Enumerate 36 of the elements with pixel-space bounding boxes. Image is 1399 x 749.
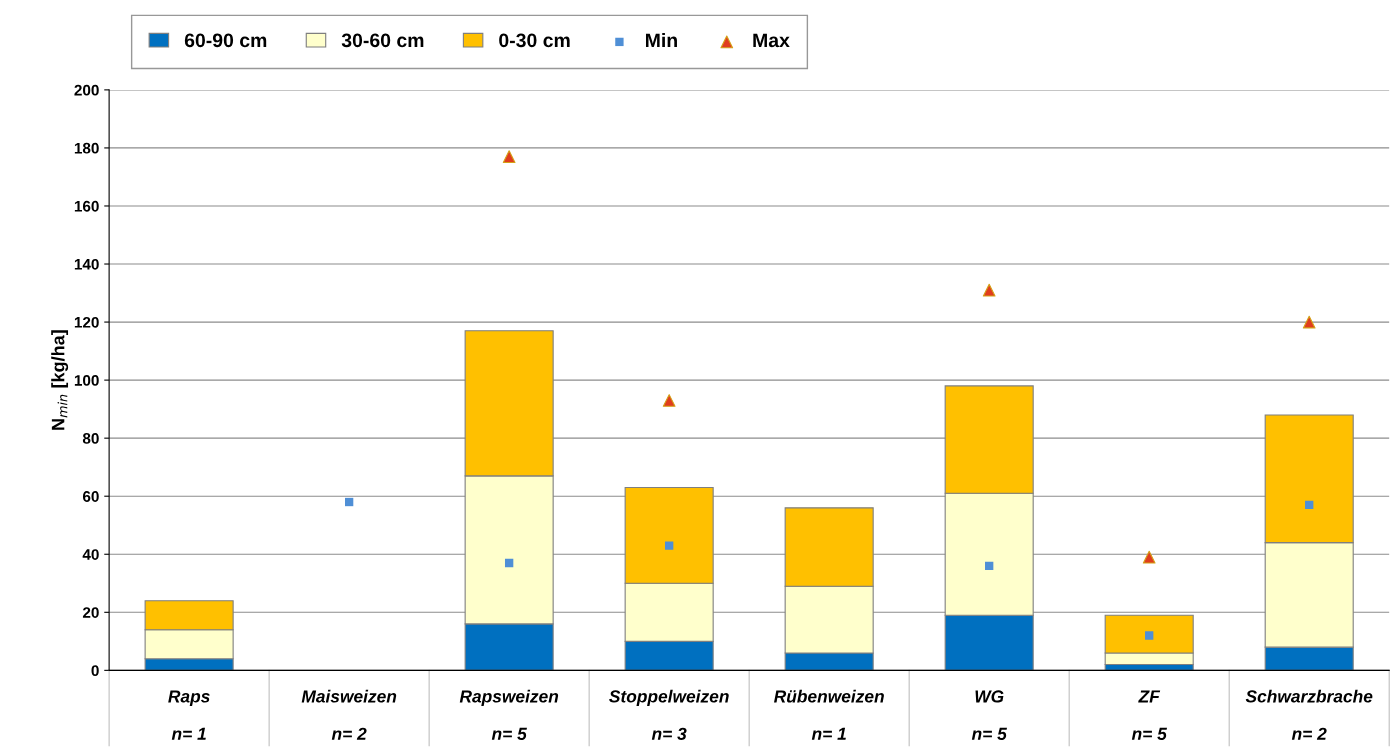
point — [664, 541, 674, 550]
point — [985, 561, 994, 571]
legend-label: 60-90 cm — [184, 33, 267, 48]
y-tick-label: 80 — [82, 433, 99, 444]
point — [1145, 631, 1154, 640]
y-tick-label: 160 — [74, 200, 99, 212]
legend-label: Min — [645, 32, 677, 48]
point — [662, 394, 676, 407]
category-label: Rübenweizen n= 1 — [774, 689, 884, 740]
category-label: Rapsweizen n= 5 — [459, 689, 559, 740]
category-label: WG n= 5 — [971, 690, 1007, 740]
y-tick-label: 140 — [74, 258, 99, 270]
y-tick-label: 60 — [82, 491, 99, 502]
point — [1305, 500, 1314, 510]
y-tick-label: 20 — [82, 607, 99, 618]
point — [1142, 550, 1156, 564]
point — [344, 497, 354, 507]
category-label: Schwarzbrache n= 2 — [1245, 689, 1373, 740]
y-tick-label: 40 — [82, 549, 99, 560]
point — [504, 558, 514, 568]
y-tick-label: 200 — [74, 84, 99, 96]
point — [1302, 315, 1316, 329]
category-label: ZF n= 5 — [1131, 690, 1168, 740]
legend-label: 30-60 cm — [341, 33, 424, 48]
category-label: Stoppelweizen n= 3 — [609, 689, 729, 740]
y-tick-label: 100 — [74, 374, 99, 386]
legend-label: Max — [753, 33, 790, 48]
category-label: Maisweizen n= 2 — [301, 689, 397, 740]
y-tick-label: 180 — [74, 142, 99, 154]
point — [502, 150, 516, 163]
category-label: Raps n= 1 — [168, 690, 210, 740]
legend-label: 0-30 cm — [499, 33, 570, 48]
y-axis-title: N$_{min}$ [kg/ha] — [51, 330, 69, 430]
y-tick-label: 120 — [74, 316, 99, 328]
y-tick-label: 0 — [91, 665, 99, 677]
point — [982, 283, 996, 297]
